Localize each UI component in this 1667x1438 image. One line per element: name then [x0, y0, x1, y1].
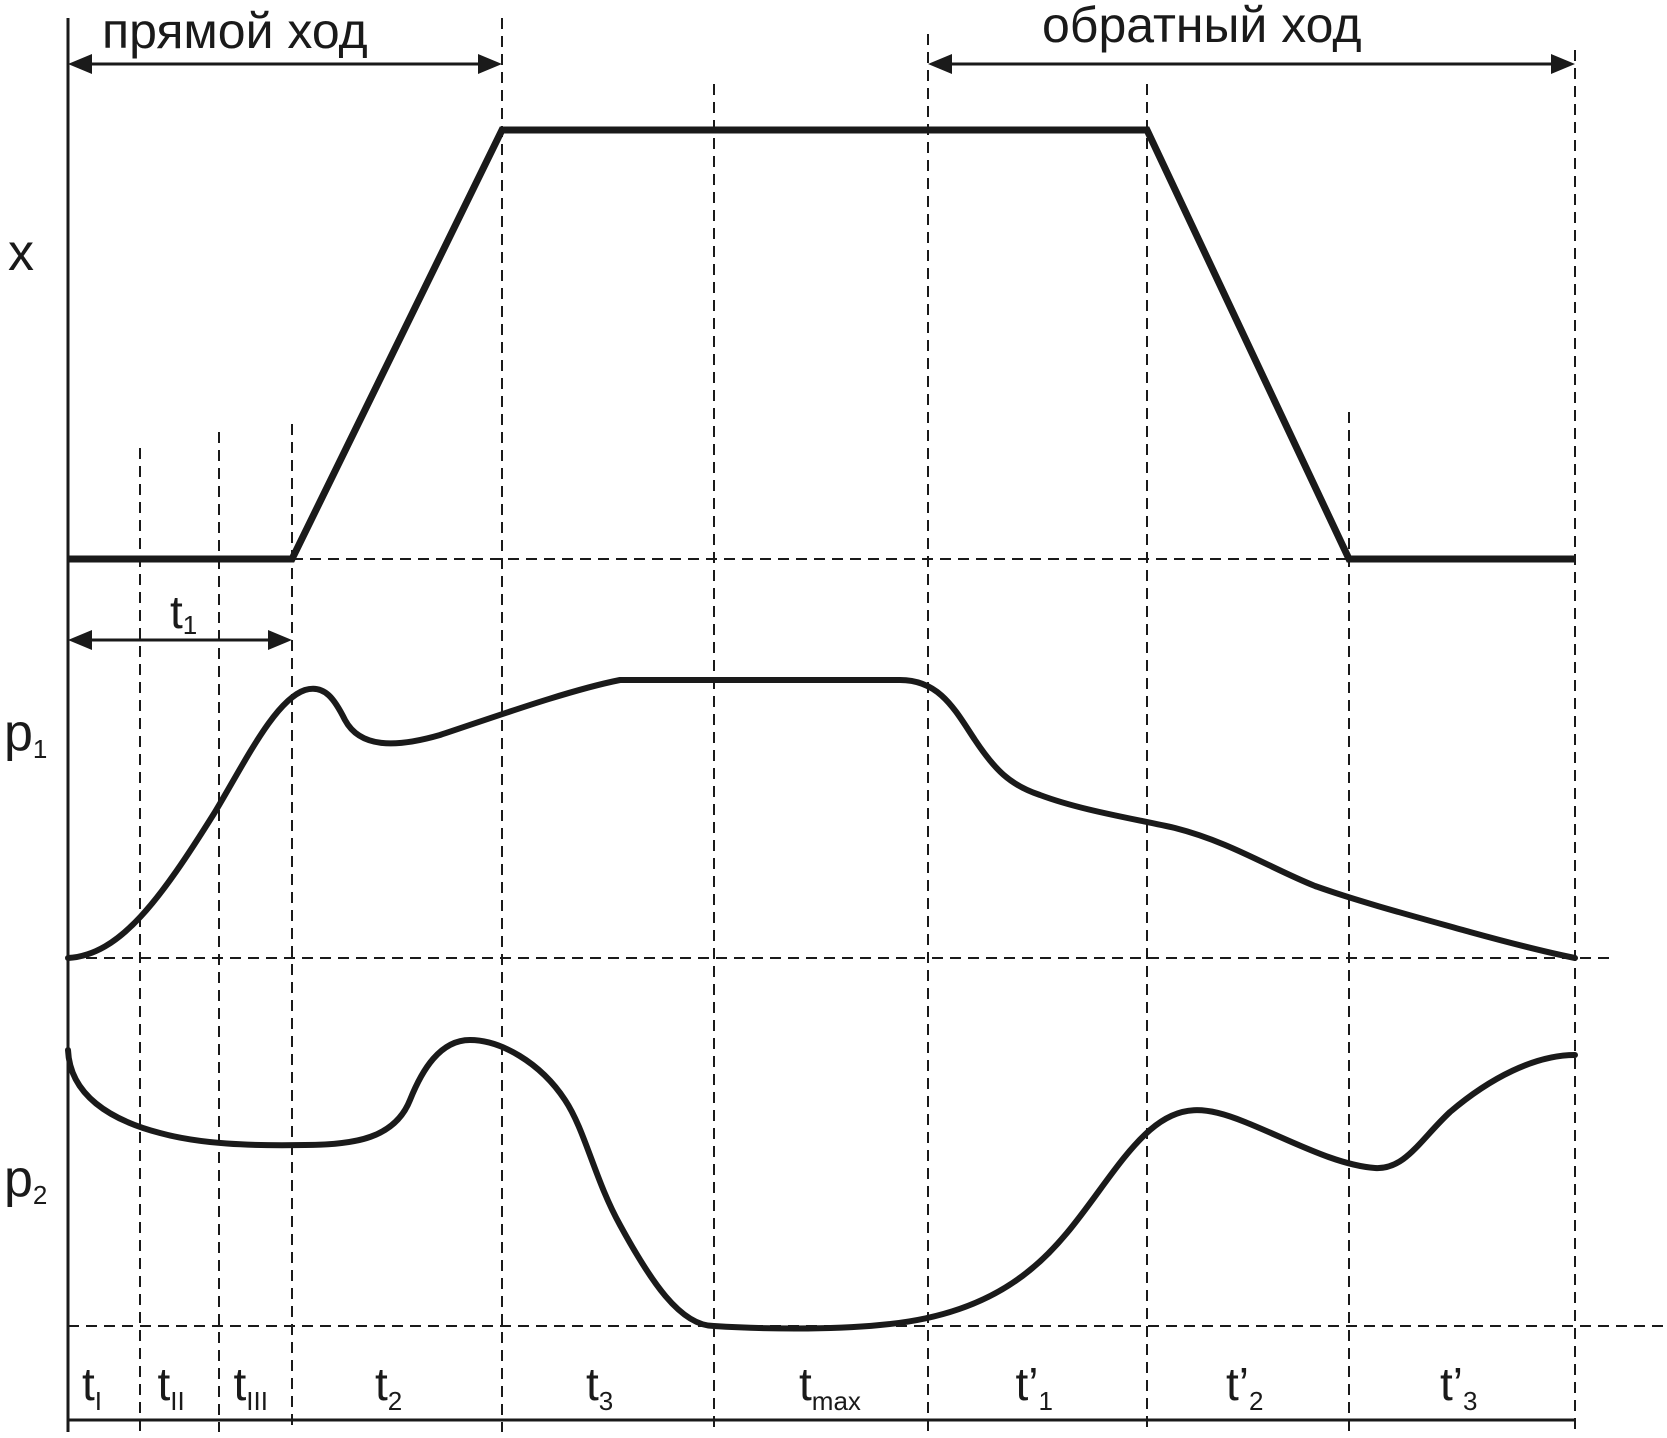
return-stroke-arrow: [928, 54, 1575, 74]
interval-label: t’3: [1440, 1358, 1477, 1416]
phase-boundaries: [139, 18, 1576, 1432]
interval-label: t2: [375, 1358, 402, 1416]
interval-label: tI: [82, 1358, 102, 1416]
interval-labels: tI tII tIII t2 t3 tmax t’1 t’2 t’3: [82, 1358, 1477, 1416]
interval-label: t’2: [1226, 1358, 1263, 1416]
interval-label: t’1: [1016, 1358, 1053, 1416]
interval-label: t3: [586, 1358, 613, 1416]
t1-arrow: [68, 630, 292, 650]
interval-label: tII: [158, 1358, 185, 1416]
forward-stroke-label: прямой ход: [102, 3, 368, 59]
interval-label: tIII: [234, 1358, 268, 1416]
return-stroke-label: обратный ход: [1042, 0, 1362, 53]
x-displacement-curve: [68, 126, 1575, 563]
t1-label: t1: [170, 586, 197, 640]
axis-label-x: x: [8, 224, 34, 282]
forward-stroke-arrow: [68, 54, 502, 74]
axis-label-p2: p2: [4, 1150, 47, 1210]
axis-label-p1: p1: [4, 704, 47, 764]
p1-pressure-curve: [65, 677, 1578, 961]
interval-label: tmax: [799, 1358, 861, 1416]
p2-pressure-curve: [65, 1037, 1578, 1332]
